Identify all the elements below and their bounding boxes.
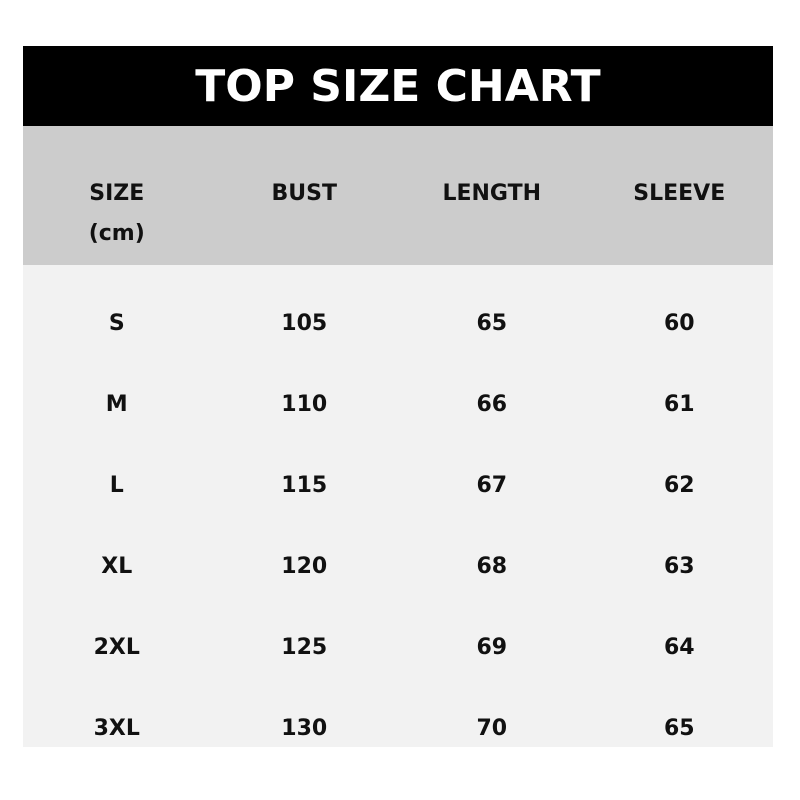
table-title: TOP SIZE CHART	[23, 46, 773, 126]
header-length: LENGTH	[442, 181, 542, 206]
cell-size: 2XL	[93, 635, 140, 660]
table-row: S 105 65 60	[23, 283, 773, 364]
cell-length: 66	[476, 392, 508, 417]
cell-bust: 125	[281, 635, 328, 660]
cell-bust: 115	[281, 473, 328, 498]
header-size: SIZE (cm)	[23, 126, 211, 265]
cell-bust: 120	[281, 554, 328, 579]
cell-length: 65	[476, 311, 508, 336]
cell-sleeve: 60	[663, 311, 695, 336]
cell-length: 70	[476, 716, 508, 741]
cell-sleeve: 64	[663, 635, 695, 660]
cell-size: S	[108, 311, 125, 336]
cell-size: M	[105, 392, 128, 417]
cell-size: XL	[101, 554, 133, 579]
cell-size: 3XL	[93, 716, 140, 741]
cell-bust: 105	[281, 311, 328, 336]
header-size-unit: (cm)	[88, 221, 145, 246]
cell-sleeve: 63	[663, 554, 695, 579]
cell-bust: 110	[281, 392, 328, 417]
header-bust: BUST	[271, 181, 337, 206]
cell-sleeve: 62	[663, 473, 695, 498]
size-chart-table: TOP SIZE CHART SIZE (cm) BUST LENGTH SLE…	[23, 46, 773, 747]
table-row: L 115 67 62	[23, 445, 773, 526]
header-row: SIZE (cm) BUST LENGTH SLEEVE	[23, 126, 773, 265]
table-body: S 105 65 60 M 110 66 61 L 115 67 62 XL 120 68 63 2XL 125 6…	[23, 265, 773, 747]
cell-length: 69	[476, 635, 508, 660]
cell-sleeve: 61	[663, 392, 695, 417]
cell-length: 67	[476, 473, 508, 498]
cell-length: 68	[476, 554, 508, 579]
cell-bust: 130	[281, 716, 328, 741]
table-row: 3XL 130 70 65	[23, 688, 773, 769]
header-size-label: SIZE	[89, 181, 145, 206]
table-row: M 110 66 61	[23, 364, 773, 445]
header-sleeve: SLEEVE	[633, 181, 726, 206]
cell-size: L	[109, 473, 124, 498]
table-row: XL 120 68 63	[23, 526, 773, 607]
table-row: 2XL 125 69 64	[23, 607, 773, 688]
cell-sleeve: 65	[663, 716, 695, 741]
